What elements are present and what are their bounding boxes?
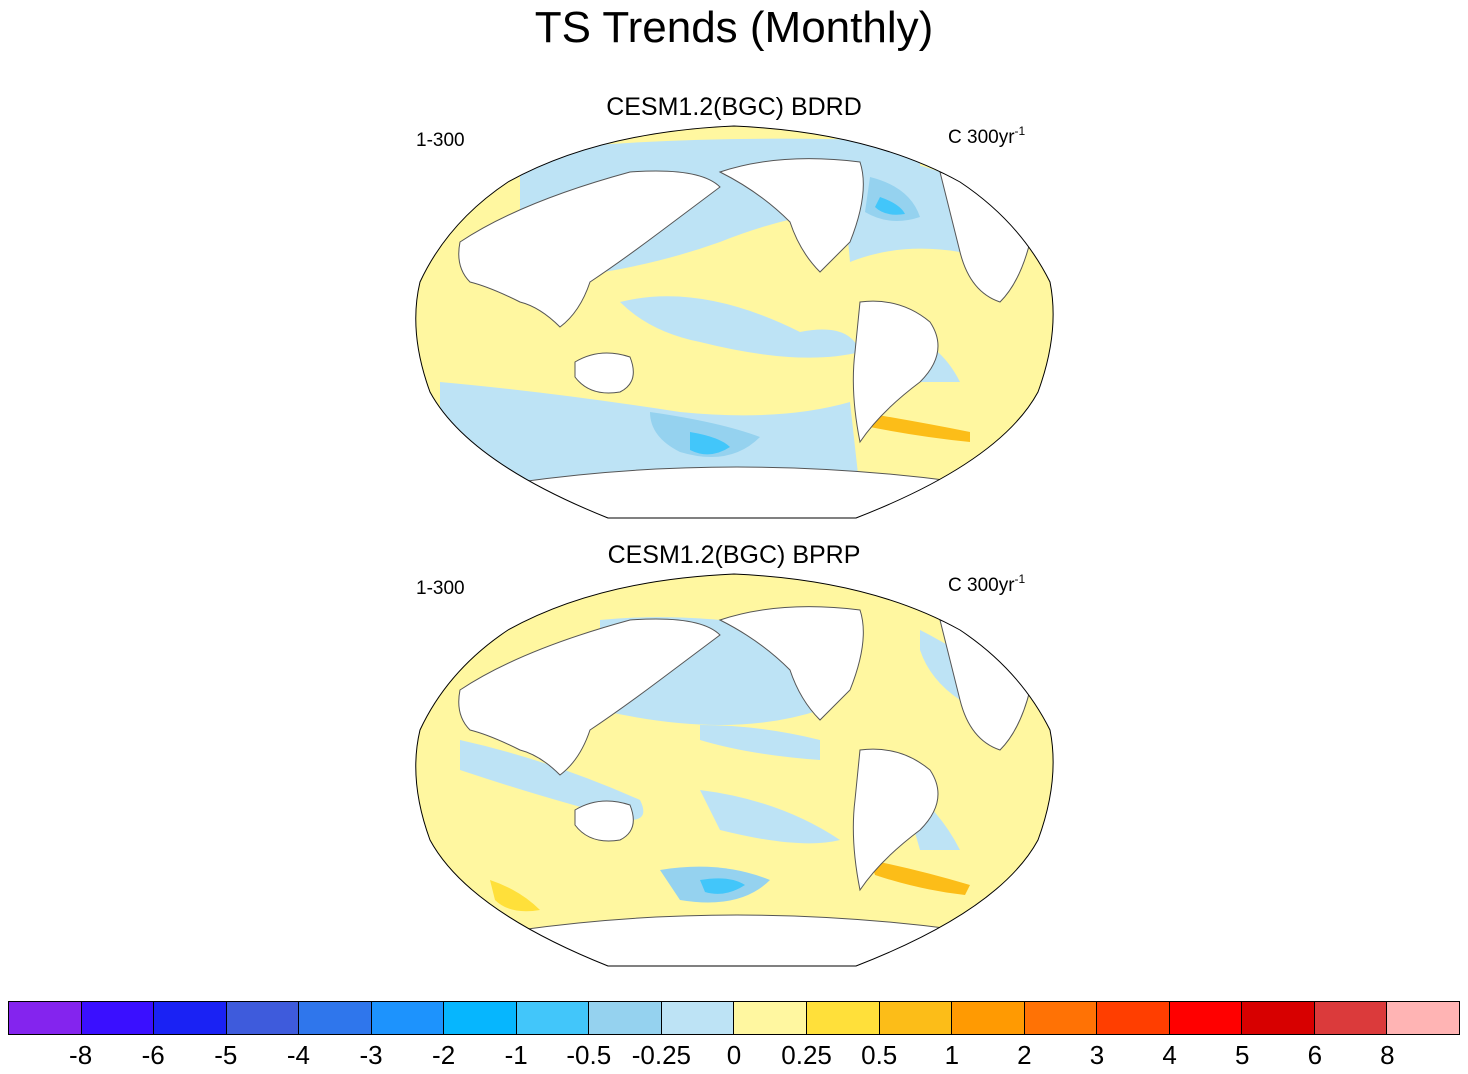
colorbar-labels: -8 -6 -5 -4 -3 -2 -1 -0.5 -0.25 0 0.25 0.5 1 2 3 4 5 6 8 — [8, 1040, 1460, 1074]
period-label: 1-300 — [416, 578, 465, 599]
colorbar-box — [807, 1002, 880, 1034]
colorbar-label: 0.5 — [861, 1040, 898, 1070]
colorbar-box — [1097, 1002, 1170, 1034]
colorbar-label: -6 — [141, 1040, 165, 1070]
colorbar-label: -4 — [286, 1040, 310, 1070]
colorbar-label: 3 — [1089, 1040, 1105, 1070]
panel-title: CESM1.2(BGC) BPRP — [607, 541, 861, 569]
colorbar-box — [879, 1002, 953, 1034]
colorbar-box — [589, 1002, 662, 1034]
colorbar-box — [444, 1002, 517, 1034]
colorbar-box — [952, 1002, 1025, 1034]
colorbar-box — [1242, 1002, 1315, 1034]
colorbar-label: 5 — [1234, 1040, 1250, 1070]
colorbar-box — [226, 1002, 300, 1034]
panel-title: CESM1.2(BGC) BDRD — [606, 93, 862, 121]
map-panel-bprp: CESM1.2(BGC) BPRP 1-300 C 300yr-1 — [400, 540, 1068, 970]
colorbar-label: 8 — [1380, 1040, 1395, 1070]
colorbar-box — [1314, 1002, 1388, 1034]
colorbar-label: 1 — [944, 1040, 960, 1070]
figure-title: TS Trends (Monthly) — [534, 3, 934, 52]
colorbar-label: 6 — [1307, 1040, 1323, 1070]
colorbar-label: -3 — [359, 1040, 383, 1070]
world-map — [415, 573, 1054, 967]
colorbar-label: -0.25 — [631, 1040, 692, 1070]
colorbar — [8, 1001, 1460, 1035]
colorbar-label: 0.25 — [781, 1040, 832, 1070]
colorbar-box — [516, 1002, 590, 1034]
map-panel-bdrd: CESM1.2(BGC) BDRD 1-300 C 300yr-1 — [400, 92, 1068, 522]
colorbar-box — [81, 1002, 155, 1034]
colorbar-box — [371, 1002, 445, 1034]
colorbar-label: -8 — [69, 1040, 93, 1070]
colorbar-box — [734, 1002, 808, 1034]
colorbar-box — [1387, 1002, 1459, 1034]
period-label: 1-300 — [416, 130, 465, 151]
colorbar-label: 0 — [726, 1040, 742, 1070]
world-map — [415, 125, 1054, 519]
colorbar-label: -5 — [214, 1040, 238, 1070]
units-label: C 300yr-1 — [948, 572, 1026, 596]
colorbar-box — [299, 1002, 372, 1034]
colorbar-label: 2 — [1017, 1040, 1032, 1070]
colorbar-box — [154, 1002, 227, 1034]
colorbar-label: -1 — [504, 1040, 528, 1070]
colorbar-label: 4 — [1162, 1040, 1177, 1070]
colorbar-label: -2 — [432, 1040, 456, 1070]
colorbar-box — [1024, 1002, 1098, 1034]
colorbar-label: -0.5 — [566, 1040, 612, 1070]
colorbar-box — [9, 1002, 82, 1034]
colorbar-box — [1169, 1002, 1243, 1034]
colorbar-box — [661, 1002, 735, 1034]
units-label: C 300yr-1 — [948, 124, 1026, 148]
